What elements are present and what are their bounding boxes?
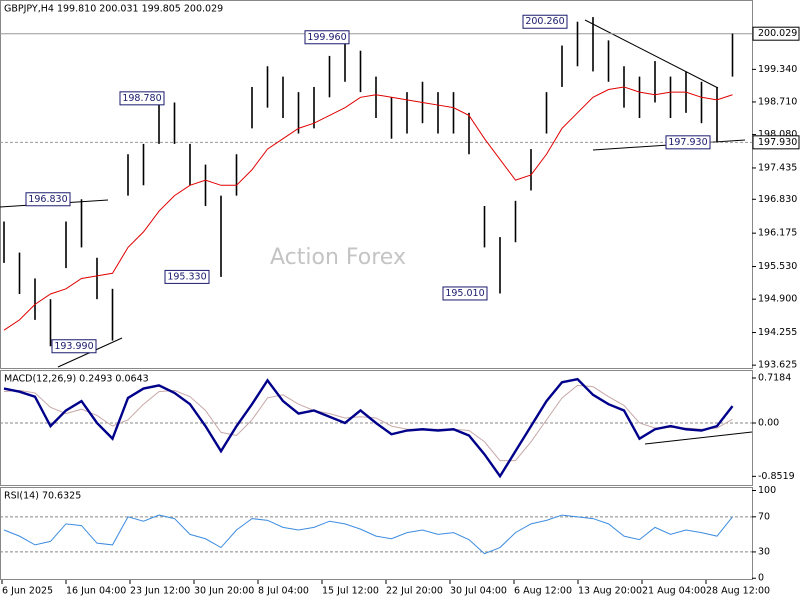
x-tick-label: 23 Jun 12:00 <box>130 586 190 597</box>
panel-title: MACD(12,26,9) 0.2493 0.0643 <box>4 374 149 385</box>
y-tick-label: -0.8519 <box>758 471 795 482</box>
price-panel <box>0 0 753 369</box>
y-tick-label: 198.080 <box>758 129 797 140</box>
annotation-label: 195.330 <box>167 271 206 282</box>
y-tick-label: 100 <box>758 485 776 496</box>
price-marker-box <box>752 135 800 150</box>
price-marker-label: 197.930 <box>758 137 797 148</box>
price-marker-label: 200.029 <box>758 28 797 39</box>
y-tick-label: 199.340 <box>758 64 797 75</box>
annotation-label: 195.010 <box>445 288 484 299</box>
annotation-box <box>164 269 210 284</box>
panel-title: RSI(14) 70.6325 <box>4 491 81 502</box>
x-tick-label: 30 Jul 04:00 <box>450 586 507 597</box>
indicator-line <box>3 514 733 555</box>
macd-panel <box>0 370 753 486</box>
price-marker-box <box>752 26 800 41</box>
indicator-line <box>3 377 734 479</box>
y-tick-label: 197.435 <box>758 162 797 173</box>
y-tick-label: 30 <box>758 546 770 557</box>
annotation-box <box>665 135 711 150</box>
y-tick-label: 0.00 <box>758 417 779 428</box>
x-tick-label: 8 Jul 04:00 <box>258 586 309 597</box>
panel-title: GBPJPY,H4 199.810 200.031 199.805 200.02… <box>4 4 223 15</box>
x-tick-label: 15 Jul 12:00 <box>322 586 379 597</box>
x-tick-label: 13 Aug 20:00 <box>578 586 642 597</box>
annotation-label: 200.260 <box>525 16 564 27</box>
x-tick-label: 6 Jun 2025 <box>2 586 53 597</box>
x-tick-label: 6 Aug 12:00 <box>514 586 572 597</box>
annotation-label: 197.930 <box>668 137 707 148</box>
x-tick-label: 21 Aug 04:00 <box>642 586 706 597</box>
annotation-box <box>25 192 71 207</box>
annotation-label: 199.960 <box>307 32 346 43</box>
moving-average <box>3 86 733 331</box>
x-tick-label: 28 Aug 12:00 <box>706 586 770 597</box>
y-tick-label: 195.530 <box>758 261 797 272</box>
annotation-label: 198.780 <box>122 93 161 104</box>
y-tick-label: 196.830 <box>758 194 797 205</box>
annotation-box <box>522 14 568 29</box>
annotation-label: 193.990 <box>54 341 93 352</box>
y-tick-label: 194.255 <box>758 327 797 338</box>
y-tick-label: 196.175 <box>758 228 797 239</box>
annotation-label: 196.830 <box>28 194 67 205</box>
x-tick-label: 22 Jul 20:00 <box>386 586 443 597</box>
y-tick-label: 0 <box>758 573 764 584</box>
y-tick-label: 0.7184 <box>758 372 791 383</box>
annotation-box <box>51 339 97 354</box>
annotation-box <box>442 286 488 301</box>
watermark: Action Forex <box>270 245 406 270</box>
trendline <box>584 19 719 89</box>
x-tick-label: 16 Jun 04:00 <box>66 586 126 597</box>
x-tick-label: 30 Jun 20:00 <box>194 586 254 597</box>
y-tick-label: 198.710 <box>758 96 797 107</box>
rsi-panel <box>0 487 753 580</box>
y-tick-label: 193.625 <box>758 360 797 371</box>
annotation-box <box>119 91 165 106</box>
y-tick-label: 194.900 <box>758 294 797 305</box>
y-tick-label: 70 <box>758 511 770 522</box>
annotation-box <box>304 30 350 45</box>
trendline <box>644 431 753 445</box>
